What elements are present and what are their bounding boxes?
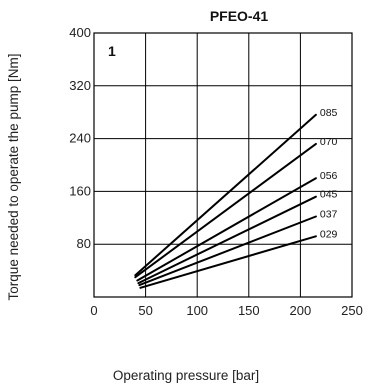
series-label-045: 045 [320, 189, 338, 201]
series-label-029: 029 [320, 228, 338, 240]
y-tick-400: 400 [69, 25, 91, 40]
plot-frame [93, 32, 353, 298]
y-tick-320: 320 [69, 78, 91, 93]
x-tick-50: 50 [138, 303, 152, 318]
series-label-085: 085 [320, 107, 338, 119]
x-tick-100: 100 [186, 303, 208, 318]
series-line-029 [139, 235, 317, 289]
y-tick-160: 160 [69, 183, 91, 198]
y-tick-240: 240 [69, 131, 91, 146]
series-line-085 [134, 113, 317, 277]
x-axis-ticks: 0 50 100 150 200 250 [90, 303, 362, 318]
series-line-070 [134, 142, 317, 279]
series-label-070: 070 [320, 136, 338, 148]
x-tick-200: 200 [290, 303, 312, 318]
series-line-056 [136, 177, 317, 282]
series-labels: 085 070 056 045 037 029 [320, 107, 338, 240]
y-tick-80: 80 [77, 236, 91, 251]
x-tick-150: 150 [238, 303, 260, 318]
panel-label: 1 [108, 43, 116, 59]
series-label-037: 037 [320, 208, 338, 220]
series-line-045 [137, 195, 317, 285]
series-line-037 [138, 215, 317, 287]
x-axis-label: Operating pressure [bar] [113, 368, 259, 383]
grid [94, 33, 352, 297]
series-label-056: 056 [320, 170, 338, 182]
x-tick-0: 0 [90, 303, 97, 318]
x-tick-250: 250 [341, 303, 363, 318]
series-lines [134, 113, 317, 289]
y-axis-ticks: 80 160 240 320 400 [69, 25, 91, 251]
chart-title: PFEO-41 [210, 8, 269, 24]
y-axis-label: Torque needed to operate the pump [Nm] [6, 54, 21, 301]
